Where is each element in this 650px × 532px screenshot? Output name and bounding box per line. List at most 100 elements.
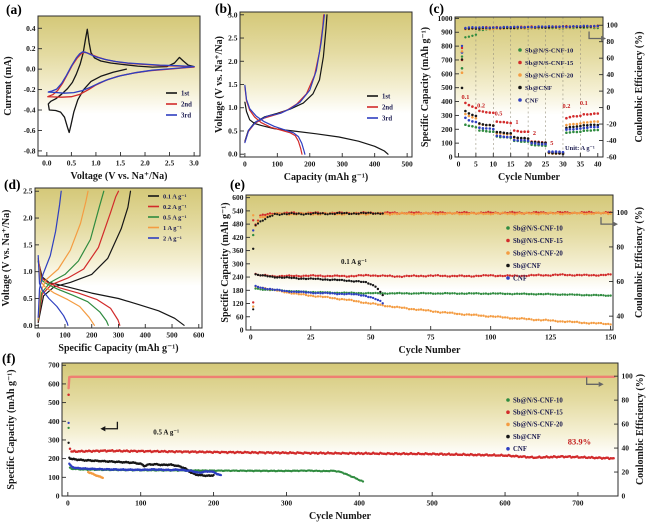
y2-tick-label: 80 [617,242,625,251]
x-axis-label: Voltage (V vs. Na⁺/Na) [71,171,168,182]
y-tick-label: 0.2 [26,44,36,53]
y-tick-label: 800 [441,42,453,51]
x-tick-label: 400 [140,331,152,340]
annotation-text: 0.5 [495,111,503,118]
x-tick-label: 200 [208,499,220,508]
annotation-text: 0.1 [580,100,588,107]
series-Sb@N/S-CNF-20 [87,470,105,480]
series-1st [244,101,389,155]
panel-d-letter: (d) [4,177,21,192]
annotation-text: 0.1 [462,94,470,101]
legend: Sb@N/S-CNF-10 Sb@N/S-CNF-15 Sb@N/S-CNF-20 S… [506,397,563,453]
x-tick-label: 100 [485,333,497,342]
x-tick-label: 500 [402,160,414,169]
plot-background [240,12,412,157]
y2-tick-label: 60 [607,54,615,63]
legend-label: 0.5 A g⁻¹ [163,214,187,221]
legend-label: Sb@N/S-CNF-20 [513,422,563,429]
y-axis-label: Voltage (V vs. Na⁺/Na) [1,210,12,307]
series-3rd [244,84,306,155]
series-1 charge [37,190,89,320]
plot-background [246,195,613,330]
right-axis-label: Coulombic Efficiency (%) [635,374,646,485]
y-axis-label: Specific Capacity (mAh g⁻¹) [420,27,431,147]
x-tick-label: 15 [507,160,515,169]
x-axis-label: Cycle Number [498,172,560,183]
x-tick-label: 0 [66,499,70,508]
y-tick-label: 0.4 [26,24,36,33]
y2-tick-label: -20 [607,120,617,129]
annotation-text: Unit: A g⁻¹ [565,145,595,152]
x-tick-label: 3.0 [189,159,199,168]
y2-tick-label: 40 [622,444,630,453]
legend: Sb@N/S-CNF-10 Sb@N/S-CNF-15 Sb@N/S-CNF-20 S… [506,225,563,282]
y-tick-label: 2.5 [23,187,33,196]
y-tick-label: 200 [48,454,60,463]
legend: 1st 2nd 3rd [367,93,393,122]
legend-label: Sb@CNF [513,263,541,270]
axis-pointer-arrow [588,31,607,42]
x-tick-label: 100 [135,499,147,508]
x-tick-label: 0 [457,160,461,169]
x-tick-label: 300 [113,331,125,340]
y2-tick-label: -60 [607,153,617,162]
y-tick-label: 2.0 [228,57,238,66]
y-tick-label: -0.2 [24,85,36,94]
y-tick-label: 60 [236,312,244,321]
plot-frame [454,16,604,158]
axis-pointer-arrow [600,217,619,227]
x-tick-label: 20 [524,160,532,169]
y-tick-label: 1.5 [228,80,238,89]
y-tick-label: 120 [232,299,244,308]
series-0.2 charge [37,190,120,322]
series-Sb@N/S-CNF-15 [67,393,615,461]
axis-pointer-arrow [100,421,119,432]
x-tick-label: 50 [367,333,375,342]
y-tick-label: 400 [441,97,453,106]
annotation-text: 83.9% [568,437,591,447]
y-axis-label: Specific Capacity (mAh g⁻¹) [6,369,17,489]
series-Sb@CNF [67,441,215,478]
legend-label: CNF [513,275,527,282]
x-tick-label: 1.5 [116,159,126,168]
legend-label: CNF [525,97,539,104]
plot-background [35,188,202,328]
x-tick-label: 400 [369,160,381,169]
x-tick-label: 0 [249,333,253,342]
x-tick-label: 200 [86,331,98,340]
legend-label: 3rd [181,112,191,119]
annotation-text: 0.2 [562,103,570,110]
right-axis-label: Coulombic Efficiency (%) [634,31,645,142]
y2-tick-label: 80 [622,396,630,405]
legend-label: Sb@N/S-CNF-15 [513,238,563,245]
series-Sb@N/S-CNF-10 [252,233,612,297]
y-axis-label: Voltage (V vs. Na⁺/Na) [214,36,225,133]
x-tick-label: 300 [337,160,349,169]
x-tick-label: 35 [577,160,585,169]
annotation-text: 5 [550,140,553,147]
x-tick-label: 500 [166,331,178,340]
y-tick-label: 700 [441,55,453,64]
legend-label: Sb@CNF [525,85,552,92]
x-tick-label: 125 [545,333,557,342]
x-tick-label: 5 [474,160,478,169]
x-tick-label: 1.0 [91,159,101,168]
x-axis-label: Cycle Number [399,345,461,356]
legend-label: Sb@CNF [513,434,541,441]
plot-background [455,17,603,157]
x-tick-label: 150 [605,333,617,342]
y-tick-label: 300 [48,435,60,444]
axis-pointer-arrow [586,377,604,387]
plot-frame [245,194,614,331]
y2-tick-label: -40 [607,136,617,145]
y-tick-label: 1.0 [228,103,238,112]
legend: Sb@N/S-CNF-10 Sb@N/S-CNF-15 Sb@N/S-CNF-20 S… [518,47,574,104]
series-ce-cnf [460,24,599,48]
legend-label: 2 A g⁻¹ [163,235,182,242]
y-tick-label: 300 [232,259,244,268]
